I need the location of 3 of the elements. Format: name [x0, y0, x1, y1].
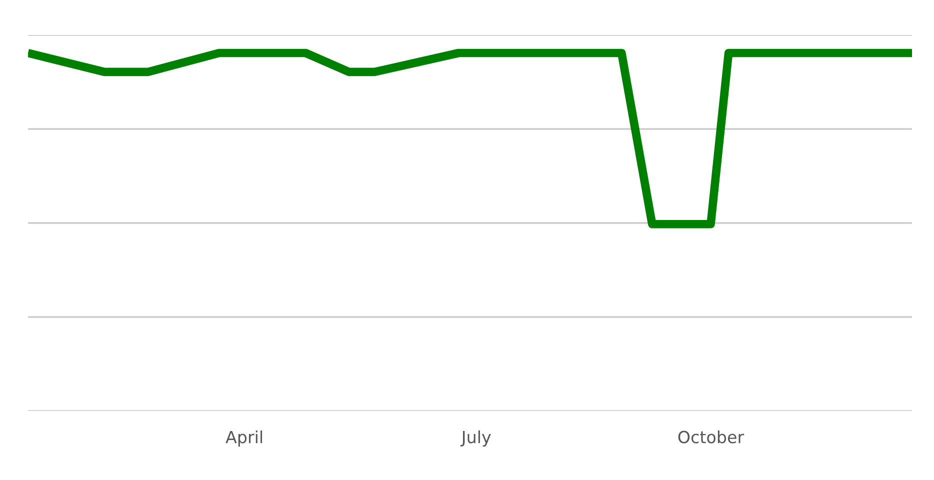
x-tick-label: July: [460, 430, 491, 447]
x-tick-label: October: [678, 430, 744, 444]
x-tick-label: April: [226, 430, 262, 447]
